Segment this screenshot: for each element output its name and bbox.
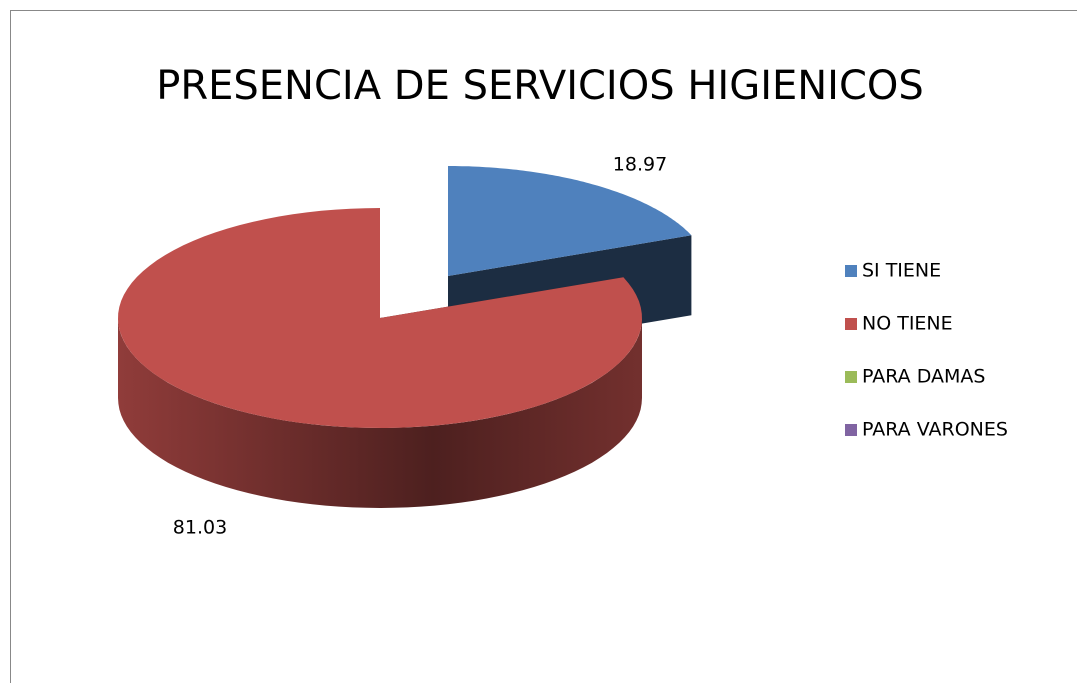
- legend-swatch: [845, 371, 857, 383]
- chart-title: PRESENCIA DE SERVICIOS HIGIENICOS: [156, 63, 924, 109]
- slice: [448, 166, 692, 276]
- data-label: 18.97: [613, 154, 667, 176]
- data-label: 81.03: [173, 517, 227, 539]
- legend-label: NO TIENE: [862, 313, 953, 335]
- legend-label: PARA VARONES: [862, 419, 1008, 441]
- legend-label: PARA DAMAS: [862, 366, 985, 388]
- slice: [118, 208, 642, 428]
- legend-swatch: [845, 318, 857, 330]
- legend-swatch: [845, 424, 857, 436]
- legend-swatch: [845, 265, 857, 277]
- legend-label: SI TIENE: [862, 260, 941, 282]
- slice-side: [118, 318, 642, 508]
